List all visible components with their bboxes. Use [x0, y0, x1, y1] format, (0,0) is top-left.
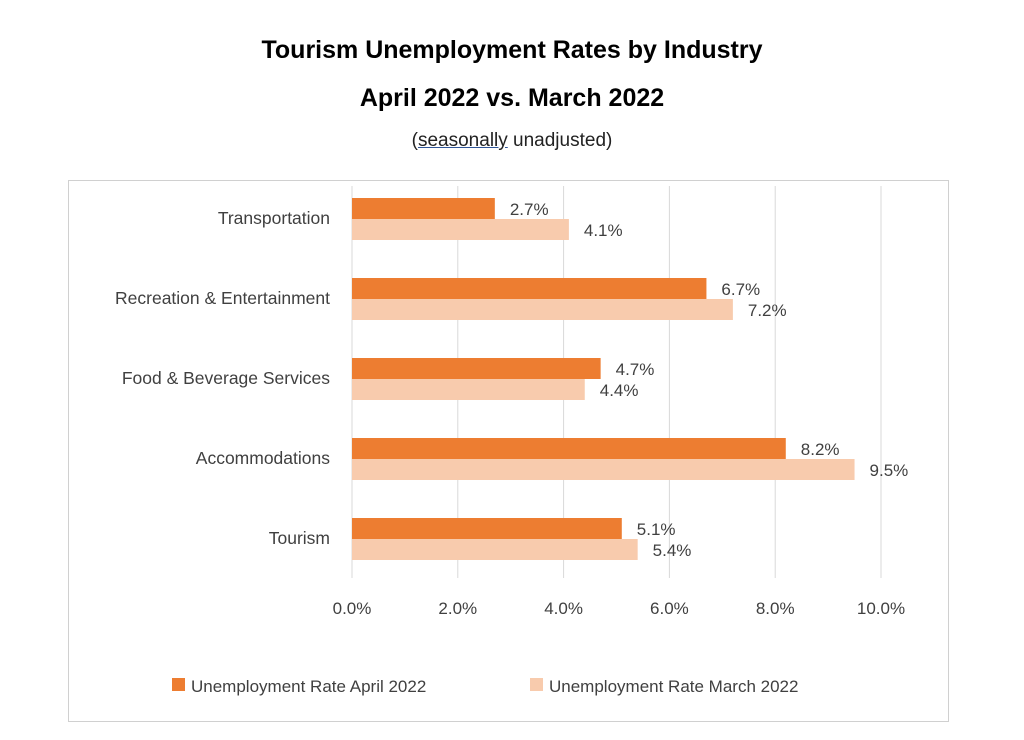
x-tick-label: 8.0% [756, 599, 795, 618]
data-label-april: 5.1% [637, 520, 676, 539]
chart-area [68, 180, 949, 722]
category-label: Accommodations [196, 448, 330, 468]
category-label: Transportation [218, 208, 330, 228]
subtitle-underlined-word: seasonally [417, 130, 508, 151]
category-label: Tourism [269, 528, 330, 548]
data-label-april: 6.7% [721, 280, 760, 299]
x-tick-label: 4.0% [544, 599, 583, 618]
bar-march [352, 539, 638, 560]
bar-march [352, 299, 733, 320]
bar-march [352, 379, 585, 400]
category-label: Food & Beverage Services [122, 368, 330, 388]
bar-march [352, 219, 569, 240]
x-tick-label: 10.0% [857, 599, 905, 618]
legend-label-april: Unemployment Rate April 2022 [191, 677, 426, 696]
data-label-april: 4.7% [616, 360, 655, 379]
bar-march [352, 459, 855, 480]
bar-april [352, 438, 786, 459]
chart-title-dates: April 2022 vs. March 2022 [359, 84, 665, 112]
chart-subtitle: (seasonally unadjusted) [0, 130, 1024, 152]
data-label-march: 9.5% [870, 461, 909, 480]
category-label: Recreation & Entertainment [115, 288, 330, 308]
chart-title: Tourism Unemployment Rates by Industry [261, 36, 763, 64]
subtitle-rest: unadjusted) [507, 130, 613, 151]
bar-april [352, 358, 601, 379]
x-tick-label: 6.0% [650, 599, 689, 618]
legend-label-march: Unemployment Rate March 2022 [549, 677, 798, 696]
subtitle-open: ( [411, 130, 418, 151]
legend-swatch-april [172, 678, 185, 691]
bar-april [352, 198, 495, 219]
x-tick-label: 2.0% [438, 599, 477, 618]
data-label-march: 4.1% [584, 221, 623, 240]
data-label-march: 4.4% [600, 381, 639, 400]
legend-swatch-march [530, 678, 543, 691]
data-label-april: 8.2% [801, 440, 840, 459]
bar-april [352, 278, 707, 299]
data-label-april: 2.7% [510, 200, 549, 219]
data-label-march: 7.2% [748, 301, 787, 320]
x-tick-label: 0.0% [333, 599, 372, 618]
data-label-march: 5.4% [653, 541, 692, 560]
bar-april [352, 518, 622, 539]
